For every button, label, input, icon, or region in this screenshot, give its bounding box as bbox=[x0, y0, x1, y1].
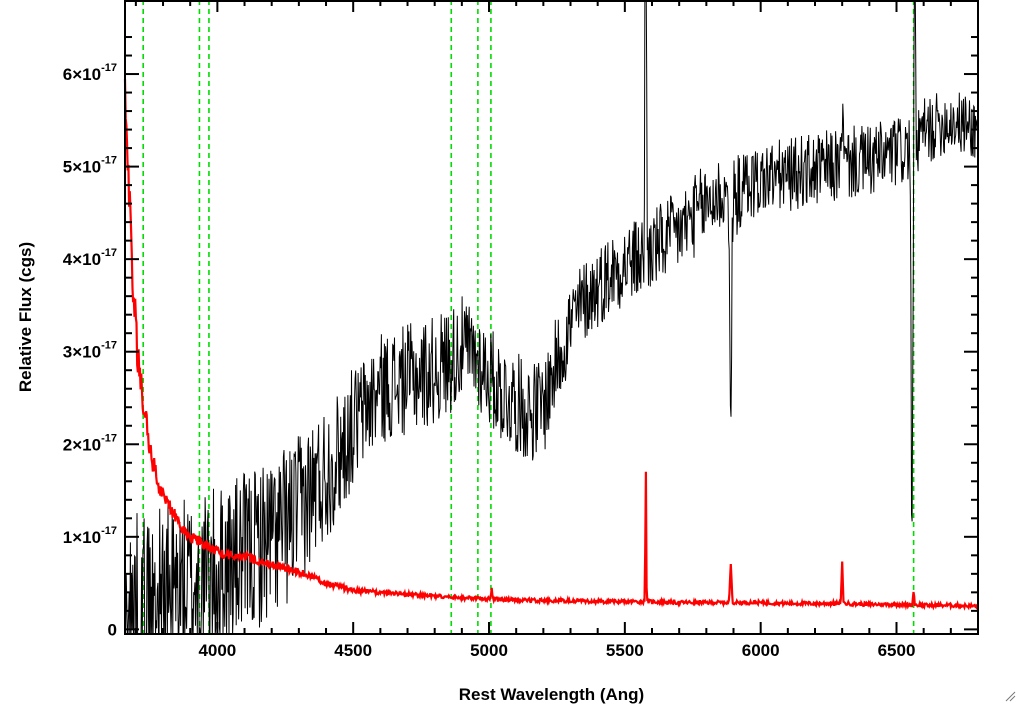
x-axis-ticks: 4000 4500 5000 5500 6000 6500 bbox=[134, 0, 979, 660]
x-axis-title: Rest Wavelength (Ang) bbox=[459, 685, 644, 704]
emission-line-markers bbox=[142, 0, 915, 634]
y-tick-label: 6×10-17 bbox=[63, 62, 117, 84]
y-tick-label: 2×10-17 bbox=[63, 432, 117, 454]
flux-series-line bbox=[124, 0, 979, 635]
y-tick-label: 0 bbox=[108, 620, 117, 639]
x-tick-label: 6500 bbox=[878, 641, 916, 660]
x-tick-label: 5000 bbox=[470, 641, 508, 660]
y-axis-ticks: 0 1×10-17 2×10-17 3×10-17 4×10-17 5×10-17 6×10… bbox=[63, 36, 978, 639]
y-tick-label: 5×10-17 bbox=[63, 155, 117, 177]
x-tick-label: 4000 bbox=[198, 641, 236, 660]
error-series-line bbox=[123, 79, 980, 611]
y-tick-label: 4×10-17 bbox=[63, 247, 117, 269]
y-tick-label: 1×10-17 bbox=[63, 525, 117, 547]
x-tick-label: 5500 bbox=[606, 641, 644, 660]
y-tick-label: 3×10-17 bbox=[63, 340, 117, 362]
x-tick-label: 4500 bbox=[334, 641, 372, 660]
x-tick-label: 6000 bbox=[742, 641, 780, 660]
data-series bbox=[123, 0, 980, 635]
resize-grip-icon[interactable] bbox=[1004, 690, 1016, 702]
plot-frame bbox=[124, 0, 979, 635]
y-axis-title: Relative Flux (cgs) bbox=[16, 242, 35, 392]
